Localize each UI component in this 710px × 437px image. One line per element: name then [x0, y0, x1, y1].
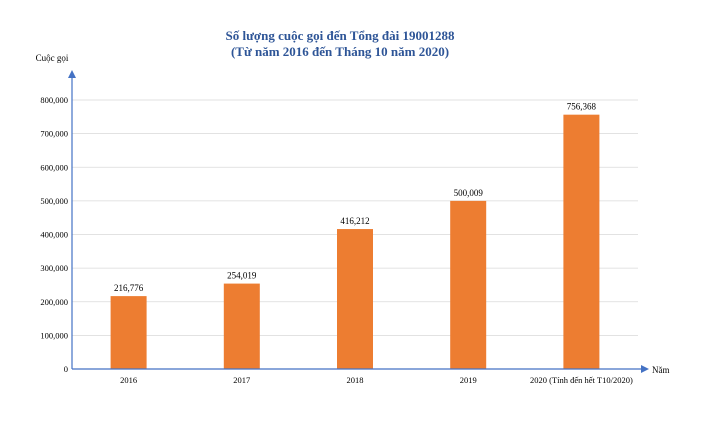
x-tick-label: 2016	[120, 375, 137, 385]
y-axis-arrow-icon	[68, 70, 76, 78]
data-label: 216,776	[114, 283, 144, 293]
axes	[68, 70, 649, 373]
x-tick-label: 2019	[460, 375, 477, 385]
y-tick-label: 200,000	[40, 297, 68, 307]
y-tick-label: 500,000	[40, 196, 68, 206]
bar	[337, 229, 373, 369]
y-axis-label: Cuộc gọi	[36, 53, 69, 63]
x-ticks: 2016 2017 2018 2019 2020 (Tính đến hết T10/2…	[120, 375, 633, 385]
data-label: 254,019	[227, 271, 257, 281]
bar	[563, 114, 600, 369]
x-axis-label: Năm	[652, 365, 670, 375]
chart-subtitle: (Từ năm 2016 đến Tháng 10 năm 2020)	[231, 44, 449, 59]
data-label: 756,368	[567, 102, 597, 112]
x-tick-label: 2020 (Tính đến hết T10/2020)	[530, 375, 633, 385]
y-tick-label: 400,000	[40, 230, 68, 240]
bars	[110, 114, 600, 369]
data-labels: 216,776 254,019 416,212 500,009 756,368	[114, 102, 597, 293]
y-tick-label: 700,000	[40, 129, 68, 139]
y-tick-label: 100,000	[40, 330, 68, 340]
x-tick-label: 2017	[233, 375, 250, 385]
bar	[223, 283, 260, 369]
x-axis-arrow-icon	[641, 365, 649, 373]
data-label: 416,212	[340, 216, 369, 226]
chart-title: Số lượng cuộc gọi đến Tổng đài 19001288	[226, 28, 455, 43]
bar	[110, 296, 147, 369]
x-tick-label: 2018	[347, 375, 364, 385]
bar	[450, 200, 487, 369]
y-ticks: 0 100,000 200,000 300,000 400,000 500,000 600,…	[40, 95, 68, 374]
y-tick-label: 300,000	[40, 263, 68, 273]
y-tick-label: 600,000	[40, 162, 68, 172]
data-label: 500,009	[454, 188, 484, 198]
y-tick-label: 800,000	[40, 95, 68, 105]
y-tick-label: 0	[64, 364, 68, 374]
